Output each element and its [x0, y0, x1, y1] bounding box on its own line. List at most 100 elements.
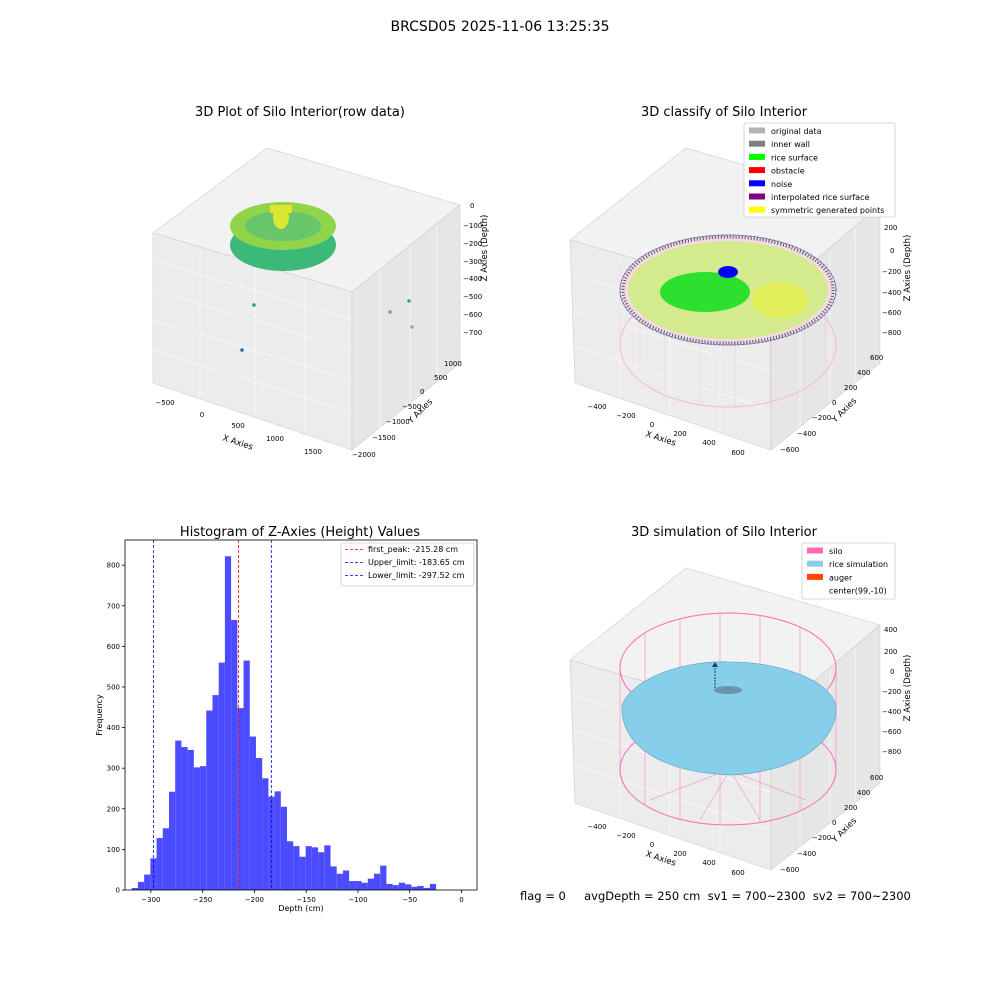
hist-bar	[231, 619, 238, 890]
sim-y-ticks: 600 400 200 0 −200 −400 −600	[780, 774, 883, 874]
sim-x-tick-label: −400	[587, 823, 606, 831]
figure-suptitle: BRCSD05 2025-11-06 13:25:35	[390, 19, 609, 35]
hist-bar	[324, 845, 331, 890]
raw-zlabel: Z Axies (Depth)	[480, 215, 490, 282]
hist-y-tick-label: 300	[107, 765, 120, 773]
hist-y-tick-label: 400	[107, 724, 120, 732]
raw-y-tick-label: −500	[402, 403, 421, 411]
hist-bar	[181, 747, 188, 890]
classify-x-tick-label: 600	[731, 449, 744, 457]
sim-legend: silo rice simulation auger center(99,-10)	[801, 542, 896, 600]
raw-y-ticks: 1000 500 0 −500 −1000 −1500 −2000	[352, 360, 462, 459]
classify-legend-swatch	[749, 153, 765, 160]
sim-x-tick-label: 600	[731, 869, 744, 877]
sim-render	[619, 612, 837, 826]
classify-x-tick-label: 400	[702, 439, 715, 447]
hist-bar	[287, 841, 294, 890]
hist-legend: first_peak: -215.28 cm Upper_limit: -183.…	[340, 542, 475, 587]
hist-lines	[153, 540, 272, 890]
classify-legend-label: interpolated rice surface	[771, 193, 869, 202]
sim-legend-label: rice simulation	[829, 560, 888, 569]
status-text: flag = 0 avgDepth = 250 cm sv1 = 700~230…	[520, 889, 911, 903]
raw-x-tick-label: 1000	[266, 435, 284, 443]
classify-point-cloud	[619, 234, 837, 408]
hist-legend-label: Lower_limit: -297.52 cm	[368, 571, 465, 580]
hist-bar	[212, 695, 219, 890]
raw-z-tick-label: 0	[470, 202, 474, 210]
hist-x-tick-label: −100	[348, 896, 367, 904]
classify-legend-swatch	[749, 180, 765, 187]
hist-bar	[380, 865, 387, 890]
classify-x-tick-label: 200	[673, 430, 686, 438]
sim-z-tick-label: −800	[882, 748, 901, 756]
raw-title: 3D Plot of Silo Interior(row data)	[195, 105, 405, 120]
raw-z-tick-label: −600	[463, 311, 482, 319]
hist-bar	[193, 767, 201, 890]
hist-bar	[305, 846, 312, 890]
hist-x-tick-label: 0	[459, 896, 463, 904]
hist-bar	[156, 838, 163, 890]
classify-zlabel: Z Axies (Depth)	[903, 235, 913, 302]
hist-legend-frame	[340, 542, 475, 587]
hist-y-tick-label: 200	[107, 805, 120, 813]
hist-bar	[144, 874, 151, 890]
classify-z-tick-label: 0	[890, 247, 894, 255]
hist-bar	[398, 882, 406, 890]
hist-bar	[280, 806, 288, 890]
hist-bar	[299, 856, 306, 890]
hist-x-tick-label: −150	[297, 896, 316, 904]
sim-y-tick-label: −200	[812, 834, 831, 842]
sim-z-tick-label: −400	[882, 708, 901, 716]
hist-bar	[268, 796, 275, 890]
sim-z-tick-label: −200	[882, 688, 901, 696]
classify-z-tick-label: 200	[884, 224, 897, 232]
sim-y-tick-label: 600	[870, 774, 883, 782]
classify-legend-label: obstacle	[771, 167, 805, 176]
classify-x-tick-label: 0	[650, 421, 654, 429]
sim-legend-swatch	[807, 573, 823, 580]
panel-raw: 3D Plot of Silo Interior(row data)	[152, 105, 490, 459]
hist-bar	[318, 852, 325, 890]
raw-y-tick-label: −1000	[386, 418, 410, 426]
raw-x-tick-label: 1500	[304, 448, 322, 456]
classify-legend-frame	[743, 122, 896, 218]
hist-bar	[274, 791, 281, 890]
hist-bars	[131, 556, 437, 890]
classify-x-tick-label: −400	[587, 403, 606, 411]
classify-z-tick-label: −200	[882, 268, 901, 276]
raw-z-tick-label: −400	[463, 275, 482, 283]
hist-bar	[411, 886, 418, 890]
sim-legend-frame	[801, 542, 896, 600]
classify-legend-label: symmetric generated points	[771, 206, 884, 215]
raw-z-ticks: 0 −100 −200 −300 −400 −500 −600 −700	[463, 202, 482, 337]
hist-bar	[330, 866, 337, 890]
hist-bar	[255, 758, 263, 890]
hist-x-tick-label: −300	[141, 896, 160, 904]
classify-title: 3D classify of Silo Interior	[641, 105, 808, 120]
classify-y-tick-label: −400	[797, 430, 816, 438]
raw-point-cloud	[230, 202, 414, 352]
hist-bar	[386, 883, 393, 890]
raw-z-tick-label: −700	[463, 329, 482, 337]
hist-bar	[218, 662, 225, 890]
sim-z-tick-label: 200	[884, 648, 897, 656]
sim-legend-swatch	[807, 587, 823, 594]
hist-legend-label: Upper_limit: -183.65 cm	[368, 558, 465, 567]
raw-y-tick-label: −1500	[372, 434, 396, 442]
classify-y-tick-label: 0	[832, 399, 836, 407]
sim-x-tick-label: 400	[702, 859, 715, 867]
hist-bar	[175, 740, 182, 890]
hist-bar	[355, 881, 362, 890]
hist-bar	[311, 847, 319, 890]
classify-legend-label: rice surface	[771, 153, 818, 162]
raw-xlabel: X Axies	[221, 433, 254, 452]
hist-bar	[224, 556, 232, 890]
sim-y-tick-label: 400	[857, 789, 870, 797]
hist-bar	[187, 749, 194, 890]
hist-bar	[349, 881, 356, 890]
hist-y-tick-label: 800	[107, 562, 120, 570]
classify-legend-swatch	[749, 127, 765, 134]
classify-legend: original data inner wall rice surface obsta…	[743, 122, 896, 218]
classify-x-ticks: −400 −200 0 200 400 600	[587, 403, 744, 457]
